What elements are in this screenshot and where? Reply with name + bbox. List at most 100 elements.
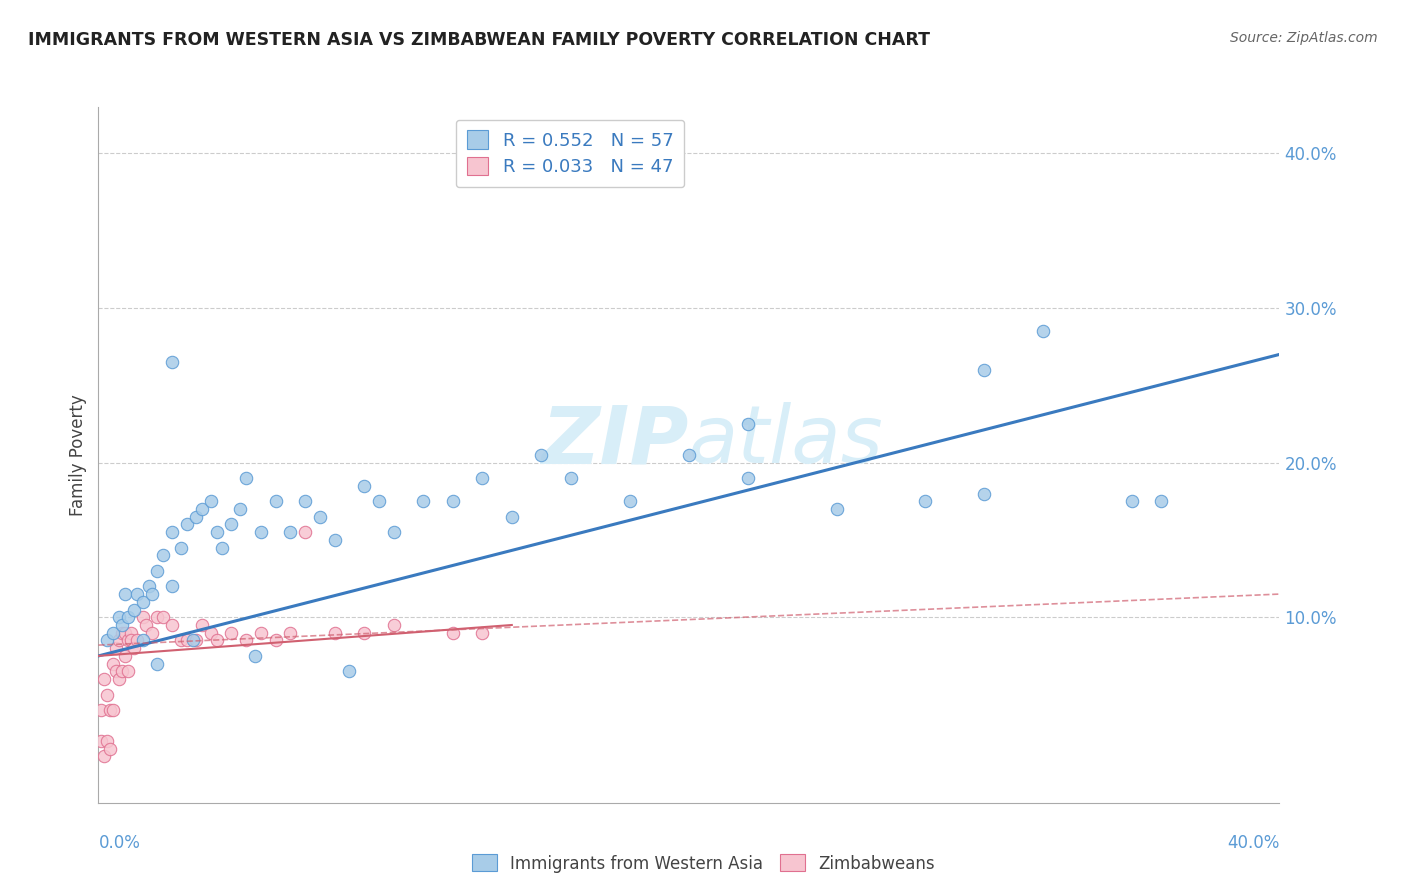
Point	[353, 479, 375, 493]
Point	[122, 602, 145, 616]
Point	[205, 525, 228, 540]
Point	[914, 494, 936, 508]
Point	[181, 633, 204, 648]
Point	[412, 494, 434, 508]
Point	[235, 633, 257, 648]
Point	[98, 741, 121, 756]
Point	[162, 355, 183, 369]
Point	[108, 633, 131, 648]
Point	[105, 641, 128, 656]
Point	[200, 625, 222, 640]
Point	[471, 471, 494, 485]
Point	[619, 494, 641, 508]
Point	[135, 618, 157, 632]
Point	[117, 665, 139, 679]
Point	[973, 363, 995, 377]
Point	[117, 633, 139, 648]
Point	[108, 672, 131, 686]
Y-axis label: Family Poverty: Family Poverty	[69, 394, 87, 516]
Point	[146, 610, 169, 624]
Point	[560, 471, 582, 485]
Point	[191, 618, 214, 632]
Point	[678, 448, 700, 462]
Point	[138, 579, 160, 593]
Point	[96, 633, 118, 648]
Point	[90, 703, 112, 717]
Point	[170, 541, 193, 555]
Point	[219, 517, 242, 532]
Point	[278, 525, 302, 540]
Point	[184, 509, 207, 524]
Text: ZIP: ZIP	[541, 402, 689, 480]
Point	[117, 610, 139, 624]
Point	[205, 633, 228, 648]
Point	[125, 587, 148, 601]
Point	[737, 417, 759, 431]
Point	[120, 633, 142, 648]
Point	[309, 509, 332, 524]
Point	[93, 672, 115, 686]
Point	[184, 633, 207, 648]
Point	[111, 625, 134, 640]
Point	[219, 625, 242, 640]
Point	[737, 471, 759, 485]
Point	[103, 703, 125, 717]
Point	[98, 703, 121, 717]
Point	[108, 610, 131, 624]
Point	[152, 610, 174, 624]
Point	[530, 448, 553, 462]
Text: IMMIGRANTS FROM WESTERN ASIA VS ZIMBABWEAN FAMILY POVERTY CORRELATION CHART: IMMIGRANTS FROM WESTERN ASIA VS ZIMBABWE…	[28, 31, 931, 49]
Point	[264, 494, 287, 508]
Point	[441, 494, 464, 508]
Point	[323, 625, 346, 640]
Point	[114, 625, 136, 640]
Point	[176, 633, 198, 648]
Point	[105, 665, 128, 679]
Legend: R = 0.552   N = 57, R = 0.033   N = 47: R = 0.552 N = 57, R = 0.033 N = 47	[456, 120, 685, 187]
Point	[90, 734, 112, 748]
Point	[250, 525, 273, 540]
Point	[191, 502, 214, 516]
Point	[132, 595, 155, 609]
Point	[162, 525, 183, 540]
Point	[200, 494, 222, 508]
Point	[114, 587, 136, 601]
Point	[162, 618, 183, 632]
Point	[501, 509, 523, 524]
Point	[122, 641, 145, 656]
Point	[141, 587, 163, 601]
Point	[162, 579, 183, 593]
Point	[353, 625, 375, 640]
Point	[1032, 324, 1054, 338]
Point	[337, 665, 360, 679]
Point	[146, 564, 169, 578]
Text: 40.0%: 40.0%	[1227, 834, 1279, 852]
Point	[294, 494, 316, 508]
Point	[1150, 494, 1173, 508]
Point	[125, 633, 148, 648]
Point	[294, 525, 316, 540]
Point	[1121, 494, 1143, 508]
Point	[211, 541, 233, 555]
Point	[111, 665, 134, 679]
Point	[250, 625, 273, 640]
Point	[368, 494, 391, 508]
Legend: Immigrants from Western Asia, Zimbabweans: Immigrants from Western Asia, Zimbabwean…	[465, 847, 941, 880]
Point	[146, 657, 169, 671]
Point	[264, 633, 287, 648]
Point	[96, 688, 118, 702]
Point	[141, 625, 163, 640]
Point	[235, 471, 257, 485]
Point	[243, 648, 266, 663]
Point	[152, 549, 174, 563]
Point	[382, 618, 405, 632]
Point	[176, 517, 198, 532]
Point	[103, 657, 125, 671]
Point	[120, 625, 142, 640]
Point	[441, 625, 464, 640]
Point	[114, 648, 136, 663]
Point	[323, 533, 346, 547]
Point	[278, 625, 302, 640]
Text: atlas: atlas	[689, 402, 884, 480]
Point	[170, 633, 193, 648]
